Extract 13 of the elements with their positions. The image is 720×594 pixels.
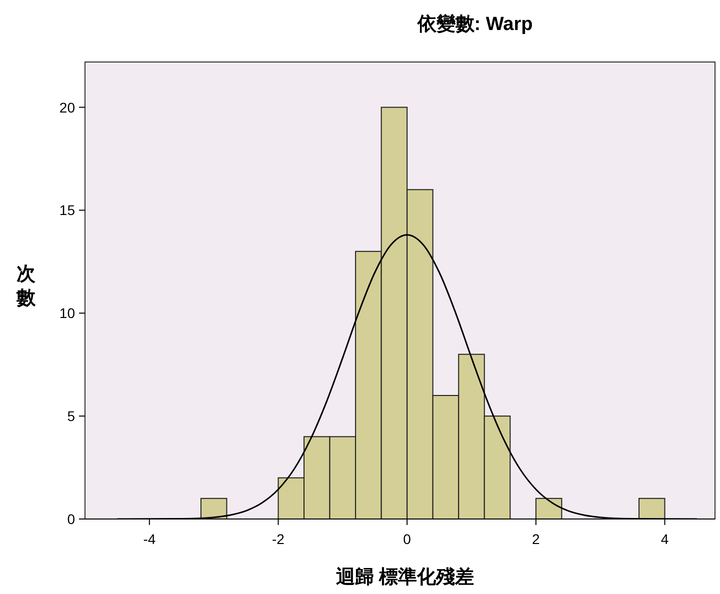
- y-tick-label: 5: [67, 408, 76, 424]
- x-tick-label: 0: [403, 531, 412, 547]
- chart-title: 依變數: Warp: [416, 13, 533, 35]
- x-axis-title: 迴歸 標準化殘差: [334, 566, 474, 588]
- y-tick-label: 10: [59, 305, 76, 322]
- x-tick-label: -4: [143, 531, 156, 547]
- y-axis-title: 次數: [16, 264, 36, 309]
- x-tick-label: -2: [272, 531, 285, 547]
- y-tick-label: 0: [67, 511, 76, 527]
- x-tick-label: 4: [660, 531, 669, 547]
- y-tick-label: 20: [59, 99, 76, 116]
- y-tick-label: 15: [59, 202, 76, 218]
- x-tick-label: 2: [532, 531, 540, 547]
